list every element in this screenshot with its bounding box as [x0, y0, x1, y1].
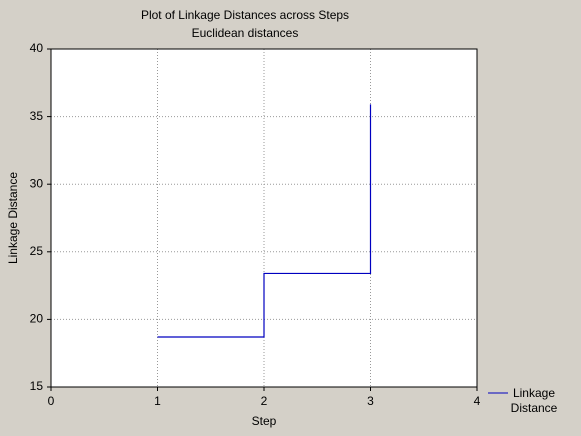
- y-tick-label: 20: [30, 312, 44, 326]
- y-tick-label: 25: [30, 244, 44, 258]
- y-axis-label: Linkage Distance: [6, 172, 20, 264]
- x-tick-label: 4: [474, 394, 481, 408]
- chart-title: Plot of Linkage Distances across Steps: [141, 8, 349, 22]
- y-tick-label: 40: [30, 41, 44, 55]
- y-tick-label: 30: [30, 176, 44, 190]
- x-tick-label: 3: [367, 394, 374, 408]
- chart-subtitle: Euclidean distances: [192, 26, 299, 40]
- x-tick-label: 1: [154, 394, 161, 408]
- y-tick-label: 35: [30, 109, 44, 123]
- y-tick-label: 15: [30, 379, 44, 393]
- x-tick-label: 0: [48, 394, 55, 408]
- step-line: [157, 104, 372, 338]
- plot-frame: [50, 48, 478, 388]
- x-tick-label: 2: [261, 394, 268, 408]
- x-axis-label: Step: [252, 414, 277, 428]
- legend-label: Linkage Distance: [510, 386, 558, 415]
